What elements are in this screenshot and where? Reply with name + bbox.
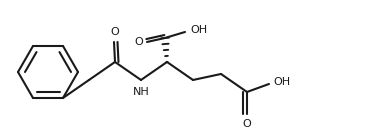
Text: O: O [134, 37, 143, 47]
Text: O: O [111, 27, 119, 37]
Text: OH: OH [273, 77, 290, 87]
Text: OH: OH [190, 25, 207, 35]
Text: NH: NH [132, 87, 149, 97]
Text: O: O [243, 119, 251, 129]
